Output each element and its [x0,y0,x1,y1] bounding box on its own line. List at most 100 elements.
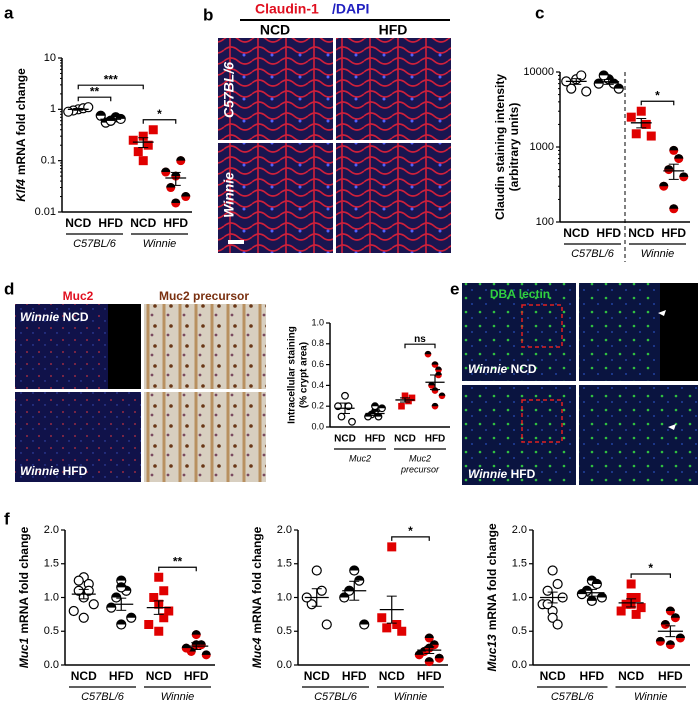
group-label: Muc2 [409,453,431,463]
y-tick-label: 1.0 [512,591,527,603]
strain: Winnie [468,362,508,376]
panel-letter: e [450,279,459,298]
data-point [359,619,370,630]
micrograph [462,385,576,485]
y-tick-label: 0.6 [311,359,324,369]
y-tick-label: 1.5 [277,558,292,570]
group-label: precursor [400,464,440,474]
marker [149,593,159,602]
panel-letter: d [4,279,14,298]
data-point [126,612,137,623]
marker-half [96,111,106,116]
data-point [398,402,405,410]
y-axis-label: Claudin staining intensity [493,74,507,220]
gene: Muc1 [17,637,31,668]
marker-half [378,404,386,409]
data-point [95,110,106,121]
data-point [613,83,624,94]
marker [88,599,99,610]
marker [547,565,558,576]
data-point [364,412,372,421]
marker-half [438,392,446,396]
y-tick-label: 0.4 [311,380,324,390]
stain-label: DBA lectin [490,287,550,301]
data-point [621,599,631,609]
marker-half [675,633,685,638]
data-point [159,613,169,623]
data-point [166,183,176,193]
sig-bracket [158,566,197,572]
diet: HFD [63,464,88,478]
sig-bracket [77,96,112,102]
sig-label: * [655,88,660,102]
micrograph [144,304,266,389]
data-point [143,140,153,150]
data-point [552,578,563,590]
y-tick-label: 1.0 [311,317,324,327]
y-tick-label: 1000 [530,141,554,153]
marker-half [354,576,364,581]
image-label: Winnie NCD [20,310,89,324]
marker [581,86,592,97]
data-point [392,620,402,629]
data-point [83,102,94,113]
sig-label: ** [90,84,100,98]
y-tick-label: 0.5 [277,625,292,637]
marker [144,620,154,629]
y-tick-label: 0.2 [311,401,324,411]
data-point [387,542,397,552]
marker-half [116,576,126,581]
data-point [626,593,636,602]
data-point [626,112,636,122]
y-tick-label: 0.1 [41,155,56,167]
data-point [552,619,563,630]
zoom-box [521,304,563,348]
marker-half [665,640,675,645]
y-tick-label: 0.01 [35,206,56,218]
x-tick-label: NCD [379,669,405,683]
scale-bar [228,240,244,244]
y-axis-label: Muc4 mRNA fold change [250,526,264,668]
data-point [591,578,602,590]
marker-half [116,620,126,625]
data-point [636,603,646,613]
data-point [626,579,636,589]
marker-half [435,366,442,370]
data-point [154,572,164,582]
panel-letter: f [4,509,10,528]
marker-half [435,371,442,375]
sig-bracket [404,343,436,349]
strain: Winnie [468,467,508,481]
data-point [149,593,159,602]
stain-label: /DAPI [332,1,369,17]
x-tick-label: HFD [658,669,683,683]
y-tick-label: 0.5 [44,625,59,637]
marker [337,412,346,421]
data-point [397,626,407,636]
marker [159,586,169,596]
data-point [371,402,379,411]
data-point [586,595,597,606]
column-label: HFD [379,22,408,38]
marker [552,578,563,590]
marker [576,70,587,81]
sig-label: * [648,561,653,575]
x-tick-label: NCD [130,216,156,230]
data-point [316,585,327,596]
x-tick-label: NCD [146,669,172,683]
label: mRNA fold change [485,523,499,630]
chart: 100 1000 10000 Claudin staining intensity (a… [493,66,690,262]
x-tick-label: HFD [109,669,134,683]
marker-half [371,402,379,407]
strain: Winnie [20,464,60,478]
data-point [424,657,434,667]
data-point [547,612,558,623]
micrograph [462,283,576,381]
data-point [405,397,412,405]
marker-half [414,650,424,655]
y-tick-label: 0.0 [44,659,59,671]
marker [154,572,164,582]
micrograph [218,24,333,140]
marker [646,131,656,141]
marker-half [181,192,191,197]
